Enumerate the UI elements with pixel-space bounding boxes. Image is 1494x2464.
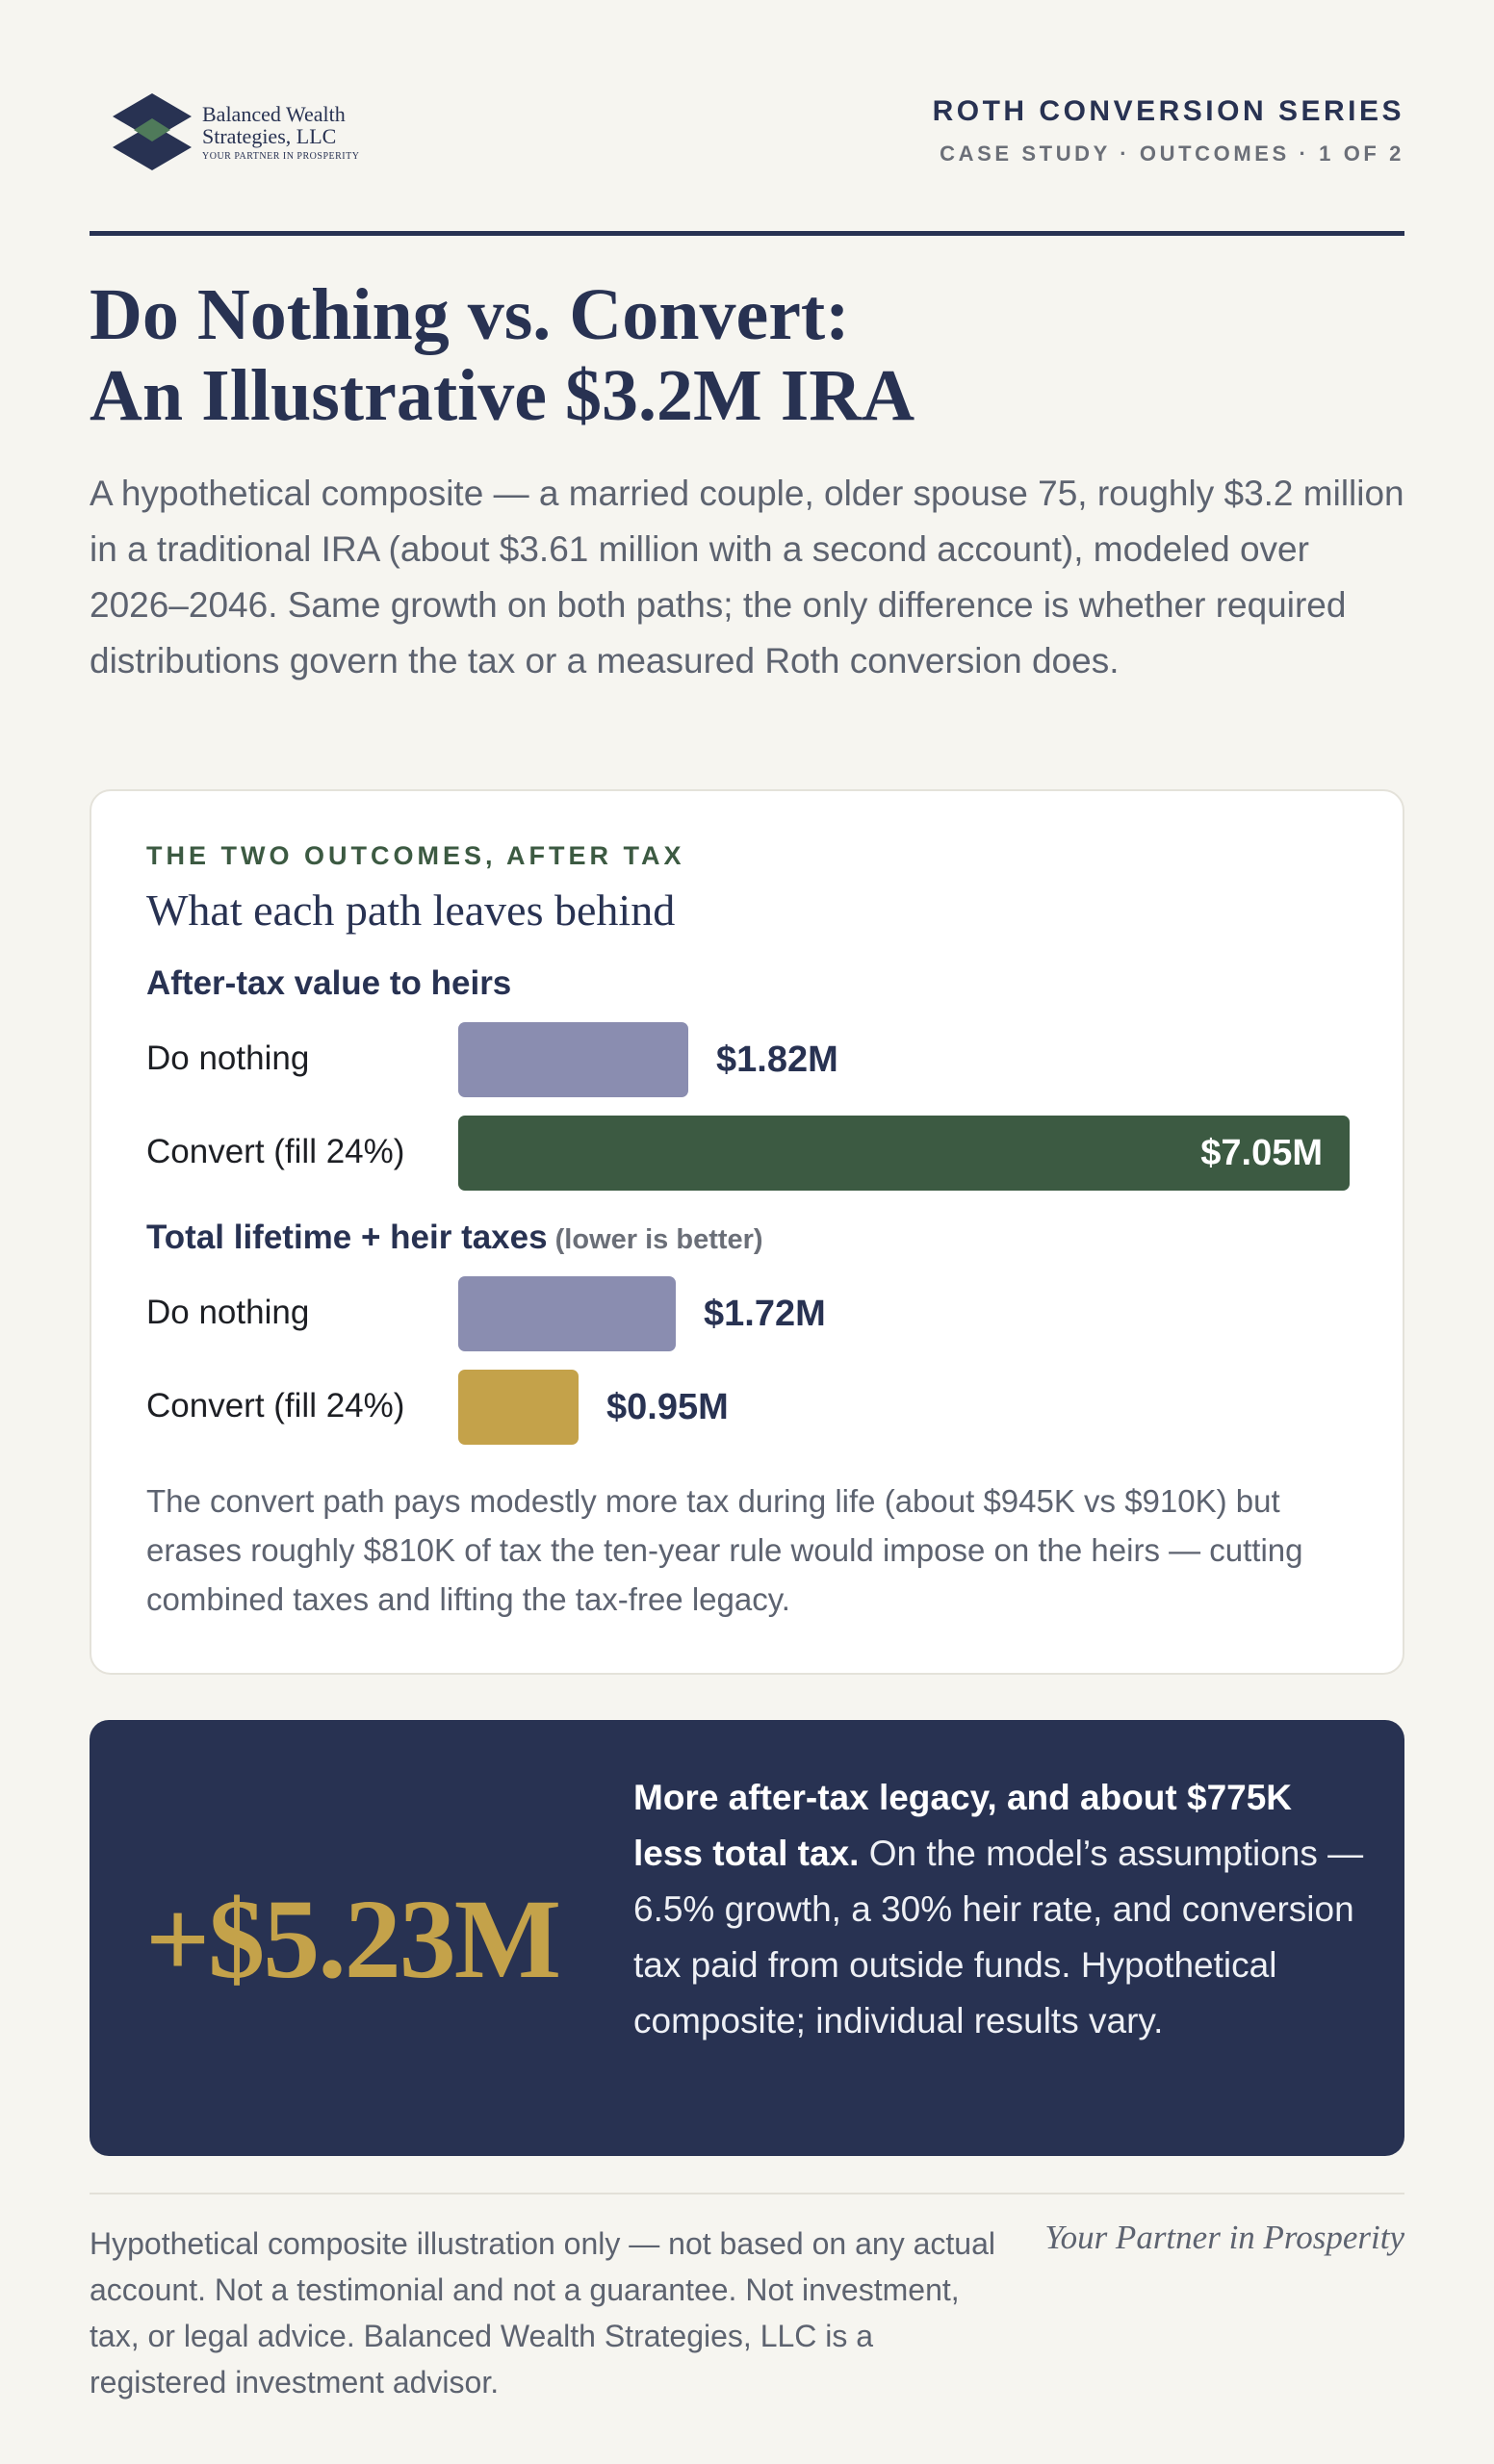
page-title: Do Nothing vs. Convert: An Illustrative … <box>90 274 1404 436</box>
disclaimer: Hypothetical composite illustration only… <box>90 2226 995 2400</box>
bar-value-label: $0.95M <box>606 1387 729 1427</box>
bar-mark <box>458 1276 676 1351</box>
chart-title-text: After-tax value to heirs <box>146 964 512 1002</box>
bar-mark <box>458 1022 688 1097</box>
brand-name-line1: Balanced Wealth <box>202 102 346 126</box>
bar-mark <box>458 1370 579 1445</box>
card-footnote: The convert path pays modestly more tax … <box>146 1483 1303 1617</box>
outcomes-card: THE TWO OUTCOMES, AFTER TAX What each pa… <box>90 789 1404 1675</box>
chart-title-note: (lower is better) <box>547 1224 763 1255</box>
bar-mark: $7.05M <box>458 1116 1350 1191</box>
brand-tagline-small: YOUR PARTNER IN PROSPERITY <box>202 151 360 162</box>
brand-name-line2: Strategies, LLC <box>202 124 337 148</box>
bar-value-label: $1.72M <box>704 1294 826 1334</box>
bar-category-label: Do nothing <box>146 1294 310 1331</box>
series-title: ROTH CONVERSION SERIES <box>932 95 1404 127</box>
summary-callout: +$5.23M More after-tax legacy, and about… <box>90 1720 1404 2156</box>
footer-divider <box>90 2193 1404 2194</box>
header-divider <box>90 231 1404 236</box>
page-title-line1: Do Nothing vs. Convert: <box>90 274 850 355</box>
chart-title-0: After-tax value to heirs <box>146 964 511 1003</box>
legacy-gain-number: +$5.23M <box>145 1876 561 2002</box>
card-title: What each path leaves behind <box>146 886 676 935</box>
brand-wordmark: Balanced Wealth Strategies, LLC YOUR PAR… <box>202 103 359 162</box>
bar-category-label: Do nothing <box>146 1040 310 1077</box>
chart-title-1: Total lifetime + heir taxes (lower is be… <box>146 1219 763 1257</box>
callout-bold-text: More after-tax legacy, and about $775K l… <box>633 1778 1293 1873</box>
stacked-diamond-logo-icon <box>113 93 192 170</box>
intro-paragraph: A hypothetical composite — a married cou… <box>90 474 1404 680</box>
header: Balanced Wealth Strategies, LLC YOUR PAR… <box>90 91 1404 188</box>
bar-category-label: Convert (fill 24%) <box>146 1133 405 1170</box>
bar-value-label: $7.05M <box>1200 1133 1323 1173</box>
brand-logo: Balanced Wealth Strategies, LLC YOUR PAR… <box>109 91 398 178</box>
bar-category-label: Convert (fill 24%) <box>146 1387 405 1424</box>
footer-tagline: Your Partner in Prosperity <box>1044 2219 1404 2256</box>
series-block: ROTH CONVERSION SERIES CASE STUDY · OUTC… <box>933 95 1404 167</box>
callout-text: More after-tax legacy, and about $775K l… <box>633 1770 1365 2049</box>
bar-value-label: $1.82M <box>716 1040 838 1080</box>
card-eyebrow: THE TWO OUTCOMES, AFTER TAX <box>146 841 685 870</box>
series-subtitle: CASE STUDY · OUTCOMES · 1 OF 2 <box>940 141 1404 166</box>
chart-title-text: Total lifetime + heir taxes <box>146 1219 548 1256</box>
page: Balanced Wealth Strategies, LLC YOUR PAR… <box>90 0 1404 2464</box>
page-title-line2: An Illustrative $3.2M IRA <box>90 355 915 436</box>
callout-body-text: On the model’s assumptions — 6.5% growth… <box>633 1834 1364 2040</box>
